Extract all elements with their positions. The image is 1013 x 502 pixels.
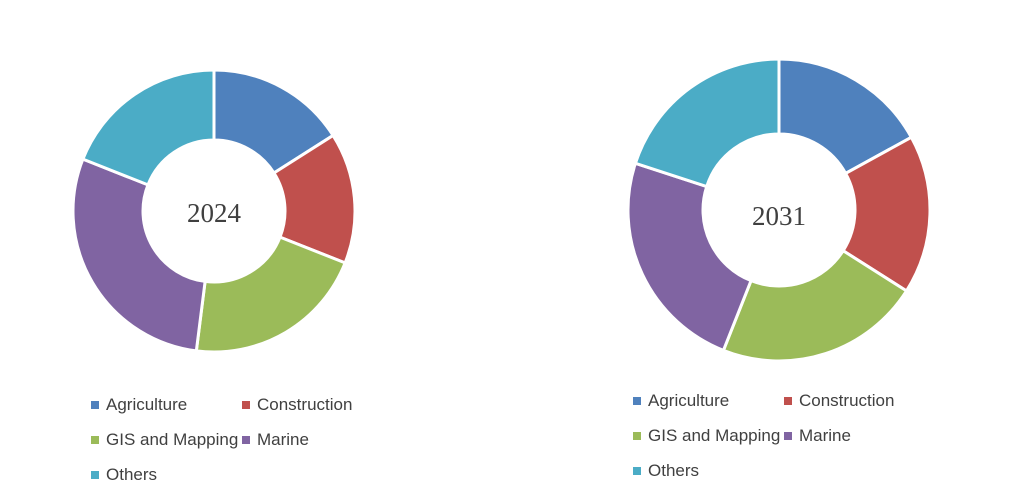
legend-label-others: Others [106, 465, 158, 484]
legend-swatch-construction [242, 400, 250, 409]
legend-swatch-marine [784, 431, 792, 440]
legend-swatch-others [91, 470, 99, 479]
center-label-2024: 2024 [187, 198, 242, 228]
legend-item-construction: Construction [242, 395, 352, 415]
slices-2031 [626, 57, 932, 363]
slice-marine [626, 161, 753, 353]
legend-item-agriculture: Agriculture [633, 391, 729, 411]
legend-label-marine: Marine [257, 430, 309, 449]
slice-others [80, 68, 216, 187]
legend-label-others: Others [648, 461, 700, 480]
legend-item-marine: Marine [784, 426, 851, 446]
center-label-2031: 2031 [752, 201, 806, 231]
legend-label-gis-and-mapping: GIS and Mapping [106, 430, 239, 449]
donut-svg-2024: 2024 [71, 68, 357, 354]
legend-label-agriculture: Agriculture [106, 395, 188, 414]
donut-svg-2031: 2031 [626, 57, 932, 363]
slices-2024 [71, 68, 357, 354]
legend-item-construction: Construction [784, 391, 894, 411]
slice-gis-and-mapping [721, 248, 909, 363]
legend-label-agriculture: Agriculture [648, 391, 730, 410]
donut-chart-2031: 2031 Agriculture Construction GIS and Ma… [506, 0, 1012, 502]
legend-swatch-marine [242, 435, 250, 444]
legend-label-gis-and-mapping: GIS and Mapping [648, 426, 781, 445]
legend-swatch-gis-and-mapping [633, 431, 641, 440]
legend-item-agriculture: Agriculture [91, 395, 187, 415]
legend-item-others: Others [91, 465, 157, 485]
legend-swatch-agriculture [91, 400, 99, 409]
legend-item-gis-and-mapping: GIS and Mapping [91, 430, 238, 450]
legend-item-others: Others [633, 461, 699, 481]
legend-swatch-others [633, 466, 641, 475]
slice-others [633, 57, 781, 189]
legend-label-construction: Construction [257, 395, 353, 414]
slice-marine [71, 157, 207, 353]
donut-chart-2024: 2024 Agriculture Construction GIS and Ma… [0, 0, 506, 502]
legend-swatch-construction [784, 396, 792, 405]
legend-swatch-gis-and-mapping [91, 435, 99, 444]
legend-item-gis-and-mapping: GIS and Mapping [633, 426, 780, 446]
slice-gis-and-mapping [194, 235, 348, 354]
legend-swatch-agriculture [633, 396, 641, 405]
legend-label-marine: Marine [799, 426, 851, 445]
legend-label-construction: Construction [799, 391, 895, 410]
legend-item-marine: Marine [242, 430, 309, 450]
